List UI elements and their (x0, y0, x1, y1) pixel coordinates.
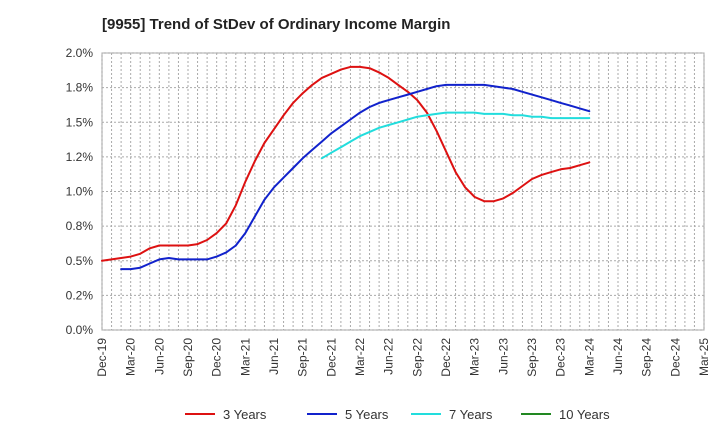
x-tick-label: Mar-24 (582, 338, 596, 376)
series-line (120, 83, 591, 271)
y-tick-label: 0.5% (66, 254, 94, 268)
x-tick-label: Dec-24 (668, 338, 682, 377)
x-tick-label: Dec-20 (210, 338, 224, 377)
y-tick-label: 1.8% (66, 81, 94, 95)
y-tick-label: 0.2% (66, 288, 94, 302)
y-tick-label: 0.0% (66, 323, 94, 337)
x-tick-label: Jun-20 (152, 338, 166, 375)
x-tick-label: Jun-24 (611, 338, 625, 375)
y-tick-label: 1.5% (66, 115, 94, 129)
x-tick-label: Dec-23 (554, 338, 568, 377)
x-tick-label: Jun-23 (496, 338, 510, 375)
series-layer (101, 65, 591, 271)
chart-title: [9955] Trend of StDev of Ordinary Income… (102, 16, 450, 33)
x-tick-label: Mar-21 (238, 338, 252, 376)
x-tick-label: Mar-25 (697, 338, 711, 376)
legend: 3 Years 5 Years 7 Years 10 Years (185, 407, 610, 422)
x-tick-label: Mar-23 (468, 338, 482, 376)
y-axis: 0.0% 0.2% 0.5% 0.8% 1.0% 1.2% 1.5% 1.8% 2.0% (66, 46, 94, 337)
y-tick-label: 1.0% (66, 185, 94, 199)
x-tick-label: Dec-21 (324, 338, 338, 377)
x-tick-label: Sep-20 (181, 338, 195, 377)
x-tick-label: Mar-22 (353, 338, 367, 376)
y-tick-label: 0.8% (66, 219, 94, 233)
grid-lines (101, 52, 705, 331)
x-tick-label: Jun-21 (267, 338, 281, 375)
x-tick-label: Sep-23 (525, 338, 539, 377)
x-tick-label: Sep-21 (296, 338, 310, 377)
legend-label: 7 Years (449, 407, 493, 422)
x-tick-label: Dec-22 (439, 338, 453, 377)
x-tick-label: Jun-22 (382, 338, 396, 375)
series-line (320, 111, 591, 160)
series-line (101, 65, 591, 262)
legend-label: 3 Years (223, 407, 267, 422)
legend-label: 5 Years (345, 407, 389, 422)
legend-label: 10 Years (559, 407, 610, 422)
x-tick-label: Dec-19 (95, 338, 109, 377)
x-tick-label: Mar-20 (124, 338, 138, 376)
x-tick-label: Sep-24 (640, 338, 654, 377)
x-tick-label: Sep-22 (410, 338, 424, 377)
y-tick-label: 1.2% (66, 150, 94, 164)
y-tick-label: 2.0% (66, 46, 94, 60)
x-axis: Dec-19 Mar-20 Jun-20 Sep-20 Dec-20 Mar-21 Jun-… (95, 338, 711, 377)
